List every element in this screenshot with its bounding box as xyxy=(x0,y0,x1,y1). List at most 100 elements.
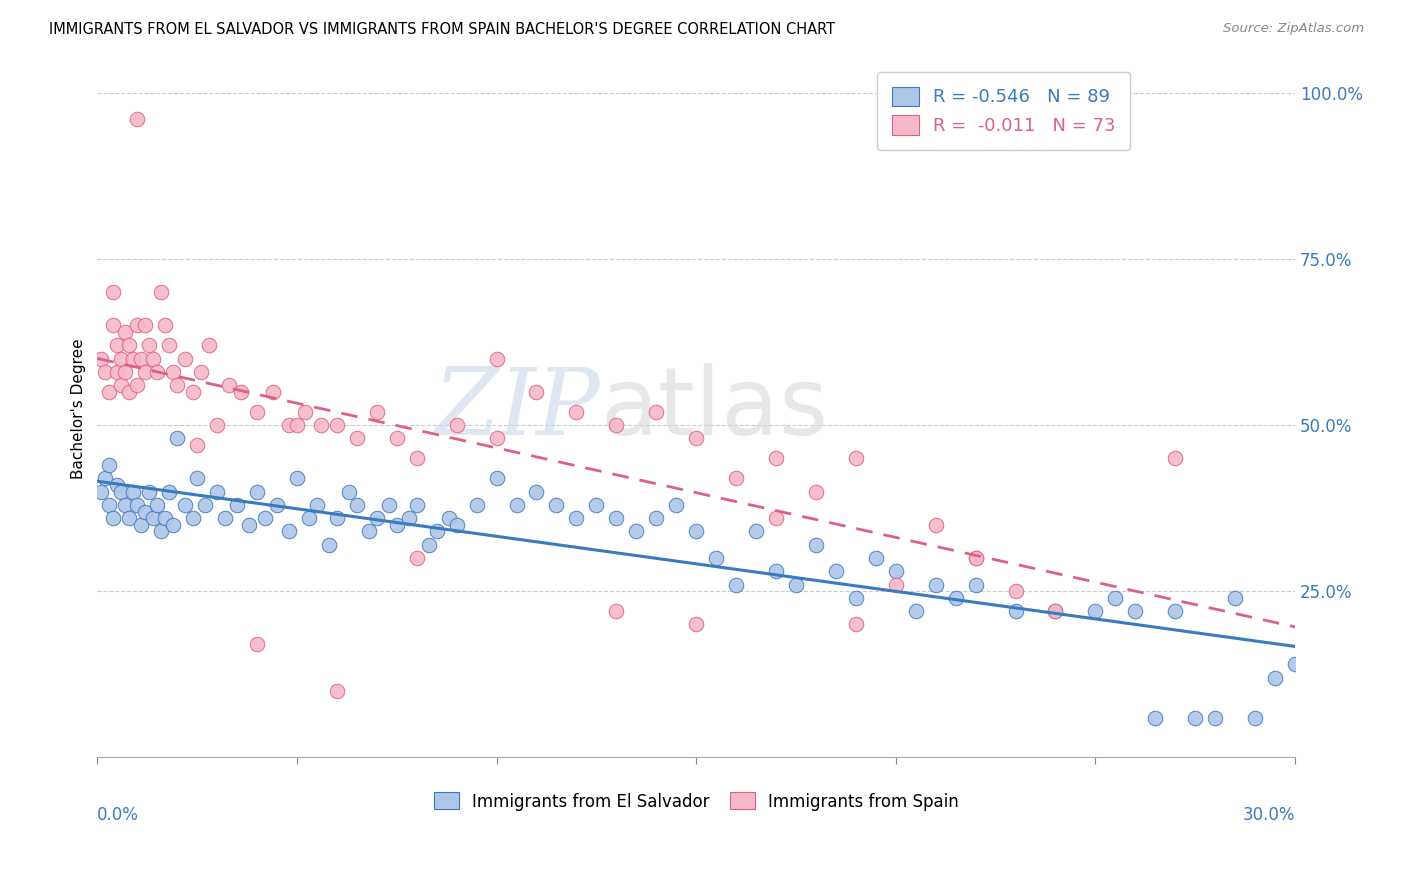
Point xyxy=(134,504,156,518)
Point xyxy=(205,418,228,433)
Point xyxy=(426,524,449,539)
Point xyxy=(110,351,132,366)
Point xyxy=(105,365,128,379)
Point xyxy=(218,378,240,392)
Point xyxy=(418,538,440,552)
Point xyxy=(405,451,427,466)
Point xyxy=(437,511,460,525)
Point xyxy=(405,498,427,512)
Point xyxy=(114,325,136,339)
Point xyxy=(725,471,748,485)
Point xyxy=(1244,710,1267,724)
Point xyxy=(246,484,269,499)
Point xyxy=(118,338,141,352)
Point xyxy=(965,551,987,566)
Point xyxy=(98,384,121,399)
Point xyxy=(685,524,707,539)
Point xyxy=(884,577,907,591)
Point xyxy=(118,511,141,525)
Point xyxy=(326,418,349,433)
Point xyxy=(114,365,136,379)
Point xyxy=(150,524,173,539)
Point xyxy=(105,338,128,352)
Point xyxy=(129,517,152,532)
Point xyxy=(326,684,349,698)
Point xyxy=(1264,671,1286,685)
Point xyxy=(134,318,156,333)
Point xyxy=(845,617,868,632)
Point xyxy=(114,498,136,512)
Point xyxy=(725,577,748,591)
Point xyxy=(298,511,321,525)
Point xyxy=(166,378,188,392)
Point xyxy=(965,551,987,566)
Point xyxy=(142,351,165,366)
Point xyxy=(605,418,627,433)
Point xyxy=(253,511,276,525)
Point xyxy=(157,484,180,499)
Point xyxy=(103,285,125,300)
Point xyxy=(385,517,408,532)
Point xyxy=(405,551,427,566)
Point xyxy=(134,365,156,379)
Point xyxy=(546,498,568,512)
Point xyxy=(266,498,288,512)
Point xyxy=(1284,657,1306,672)
Point xyxy=(526,384,548,399)
Text: 30.0%: 30.0% xyxy=(1243,806,1295,824)
Point xyxy=(174,498,197,512)
Point xyxy=(565,511,588,525)
Point xyxy=(246,637,269,651)
Point xyxy=(1084,604,1107,618)
Point xyxy=(904,604,927,618)
Point xyxy=(685,617,707,632)
Point xyxy=(162,517,184,532)
Point xyxy=(485,471,508,485)
Point xyxy=(765,564,787,578)
Point xyxy=(318,538,340,552)
Point xyxy=(138,338,160,352)
Point xyxy=(294,405,316,419)
Point xyxy=(485,351,508,366)
Point xyxy=(181,511,204,525)
Point xyxy=(1004,584,1026,599)
Point xyxy=(118,384,141,399)
Point xyxy=(925,577,948,591)
Point xyxy=(127,112,149,127)
Point xyxy=(465,498,488,512)
Point xyxy=(765,451,787,466)
Point xyxy=(745,524,768,539)
Point xyxy=(127,378,149,392)
Point xyxy=(181,384,204,399)
Point xyxy=(685,431,707,445)
Text: ZIP: ZIP xyxy=(433,364,600,453)
Point xyxy=(585,498,607,512)
Point xyxy=(285,471,308,485)
Point xyxy=(150,285,173,300)
Point xyxy=(346,498,368,512)
Point xyxy=(98,498,121,512)
Point xyxy=(278,418,301,433)
Point xyxy=(785,577,807,591)
Point xyxy=(398,511,420,525)
Point xyxy=(1123,604,1146,618)
Point xyxy=(278,524,301,539)
Point xyxy=(94,365,117,379)
Point xyxy=(105,478,128,492)
Point xyxy=(357,524,380,539)
Point xyxy=(645,511,668,525)
Point xyxy=(155,511,177,525)
Point xyxy=(385,431,408,445)
Point xyxy=(127,498,149,512)
Point xyxy=(146,365,169,379)
Point xyxy=(1045,604,1067,618)
Legend: Immigrants from El Salvador, Immigrants from Spain: Immigrants from El Salvador, Immigrants … xyxy=(426,784,967,819)
Point xyxy=(146,498,169,512)
Point xyxy=(366,405,388,419)
Point xyxy=(186,471,208,485)
Point xyxy=(1104,591,1126,605)
Point xyxy=(804,484,827,499)
Point xyxy=(190,365,212,379)
Point xyxy=(337,484,360,499)
Point xyxy=(122,351,145,366)
